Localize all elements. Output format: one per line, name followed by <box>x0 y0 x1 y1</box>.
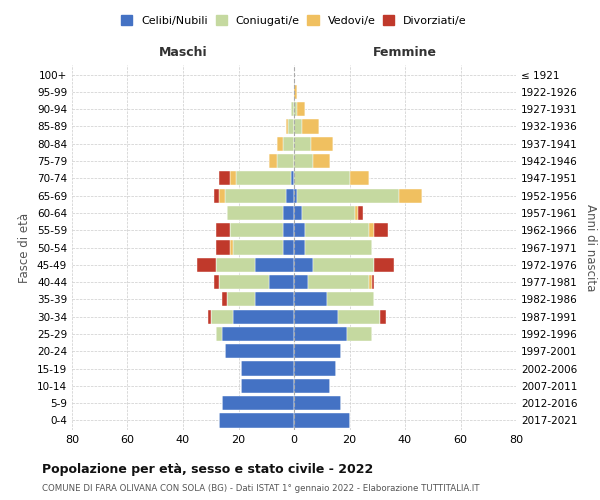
Bar <box>224 344 294 358</box>
Bar <box>349 171 369 186</box>
Bar <box>294 396 341 410</box>
Bar <box>294 275 308 289</box>
Text: Popolazione per età, sesso e stato civile - 2022: Popolazione per età, sesso e stato civil… <box>42 462 373 475</box>
Bar <box>311 136 333 151</box>
Bar <box>374 258 394 272</box>
Bar <box>294 379 330 393</box>
Bar <box>286 120 289 134</box>
Bar <box>372 275 374 289</box>
Bar <box>236 171 291 186</box>
Bar <box>305 240 372 254</box>
Bar <box>283 206 294 220</box>
Bar <box>286 188 294 202</box>
Bar <box>208 310 211 324</box>
Bar <box>302 206 355 220</box>
Bar <box>269 154 277 168</box>
Bar <box>214 275 219 289</box>
Bar <box>222 327 294 341</box>
Bar <box>294 102 297 116</box>
Bar <box>294 344 341 358</box>
Text: Femmine: Femmine <box>373 46 437 59</box>
Bar <box>297 188 400 202</box>
Bar <box>219 414 294 428</box>
Bar <box>227 292 255 306</box>
Bar <box>255 258 294 272</box>
Bar <box>294 362 335 376</box>
Bar <box>308 275 369 289</box>
Bar <box>216 327 222 341</box>
Bar <box>230 223 283 238</box>
Bar <box>313 258 374 272</box>
Bar <box>294 188 297 202</box>
Bar <box>294 136 311 151</box>
Bar <box>358 206 364 220</box>
Bar <box>219 171 230 186</box>
Bar <box>380 310 386 324</box>
Bar <box>230 171 236 186</box>
Bar <box>241 379 294 393</box>
Bar <box>233 240 283 254</box>
Bar <box>291 171 294 186</box>
Bar <box>294 414 349 428</box>
Y-axis label: Fasce di età: Fasce di età <box>19 212 31 282</box>
Bar <box>214 188 219 202</box>
Bar <box>297 102 305 116</box>
Bar <box>294 223 305 238</box>
Bar <box>283 136 294 151</box>
Bar <box>328 292 374 306</box>
Bar <box>216 258 255 272</box>
Bar <box>230 240 233 254</box>
Bar <box>222 292 227 306</box>
Bar <box>400 188 422 202</box>
Bar <box>294 206 302 220</box>
Bar <box>294 327 347 341</box>
Bar <box>224 188 286 202</box>
Bar <box>227 206 283 220</box>
Bar <box>269 275 294 289</box>
Bar <box>338 310 380 324</box>
Bar <box>294 258 313 272</box>
Bar <box>277 154 294 168</box>
Bar <box>313 154 330 168</box>
Bar <box>294 240 305 254</box>
Bar <box>241 362 294 376</box>
Bar <box>291 102 294 116</box>
Bar <box>211 310 233 324</box>
Bar <box>294 120 302 134</box>
Legend: Celibi/Nubili, Coniugati/e, Vedovi/e, Divorziati/e: Celibi/Nubili, Coniugati/e, Vedovi/e, Di… <box>118 12 470 29</box>
Bar <box>294 292 328 306</box>
Bar <box>233 310 294 324</box>
Bar <box>219 275 269 289</box>
Bar <box>222 396 294 410</box>
Bar <box>294 154 313 168</box>
Bar <box>294 310 338 324</box>
Bar <box>302 120 319 134</box>
Bar <box>294 171 349 186</box>
Text: COMUNE DI FARA OLIVANA CON SOLA (BG) - Dati ISTAT 1° gennaio 2022 - Elaborazione: COMUNE DI FARA OLIVANA CON SOLA (BG) - D… <box>42 484 479 493</box>
Bar <box>277 136 283 151</box>
Bar <box>289 120 294 134</box>
Bar <box>216 223 230 238</box>
Bar <box>255 292 294 306</box>
Bar <box>369 275 372 289</box>
Y-axis label: Anni di nascita: Anni di nascita <box>584 204 597 291</box>
Bar <box>283 223 294 238</box>
Bar <box>283 240 294 254</box>
Text: Maschi: Maschi <box>158 46 208 59</box>
Bar <box>294 84 297 99</box>
Bar <box>355 206 358 220</box>
Bar <box>305 223 369 238</box>
Bar <box>216 240 230 254</box>
Bar <box>347 327 372 341</box>
Bar <box>197 258 216 272</box>
Bar <box>374 223 388 238</box>
Bar <box>219 188 224 202</box>
Bar <box>369 223 374 238</box>
